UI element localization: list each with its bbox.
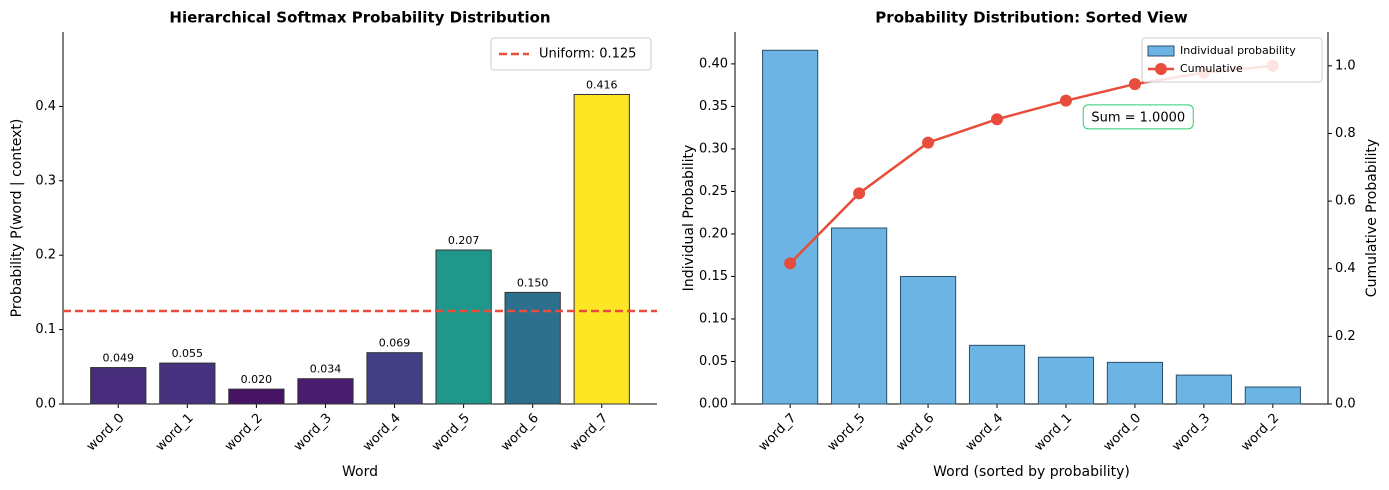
x-tick-label: word_7 — [756, 411, 800, 455]
bar — [1106, 361, 1164, 405]
x-tick-label: word_1 — [1032, 411, 1076, 455]
x-tick-label: word_0 — [84, 411, 128, 455]
y-tick-label: 0.00 — [699, 397, 728, 412]
y-axis-label: Probability P(word | context) — [9, 119, 25, 318]
legend-box — [1141, 37, 1323, 83]
y-tick-label: 0.10 — [699, 311, 728, 326]
legend-swatch — [1155, 63, 1167, 75]
y-tick-label: 0.2 — [35, 248, 56, 263]
bar — [968, 344, 1026, 405]
y-tick-label: 0.4 — [35, 99, 56, 114]
chart-title: Hierarchical Softmax Probability Distrib… — [169, 9, 550, 27]
bar — [90, 367, 147, 405]
point — [1059, 94, 1072, 107]
chart-title: Probability Distribution: Sorted View — [875, 9, 1188, 27]
chart: Probability Distribution: Sorted View 0.0… — [681, 9, 1380, 481]
bar — [159, 362, 216, 405]
x-axis-label: Word — [342, 464, 378, 480]
y2-tick-label: 0.4 — [1335, 261, 1356, 276]
y-tick-label: 0.40 — [699, 56, 728, 71]
x-tick-label: word_5 — [825, 411, 869, 455]
value-label: 0.150 — [517, 276, 549, 289]
point — [1128, 78, 1141, 91]
x-tick-label: word_1 — [153, 411, 197, 455]
x-tick-label: word_0 — [1101, 411, 1145, 455]
bar — [504, 291, 561, 405]
y2-tick-label: 0.8 — [1335, 126, 1356, 141]
bar — [899, 275, 957, 405]
legend-label: Uniform: 0.125 — [539, 47, 636, 62]
x-tick-label: word_3 — [1170, 411, 1214, 455]
y2-axis-label: Cumulative Probability — [1364, 139, 1380, 297]
x-tick-label: word_3 — [291, 411, 335, 455]
y-tick-label: 0.1 — [35, 322, 56, 337]
point — [991, 113, 1004, 126]
x-tick-label: word_6 — [498, 411, 542, 455]
value-label: 0.034 — [310, 363, 342, 376]
bar — [435, 249, 492, 405]
x-tick-label: word_7 — [567, 411, 611, 455]
y-tick-label: 0.05 — [699, 354, 728, 369]
chart: Hierarchical Softmax Probability Distrib… — [9, 9, 657, 480]
y2-tick-label: 0.6 — [1335, 194, 1356, 209]
value-label: 0.069 — [379, 337, 411, 350]
legend-swatch — [1147, 45, 1175, 57]
legend-label: Individual probability — [1180, 44, 1296, 57]
value-label: 0.055 — [172, 347, 204, 360]
y-tick-label: 0.15 — [699, 269, 728, 284]
annotation: Sum = 1.0000 — [1091, 110, 1185, 125]
y-tick-label: 0.20 — [699, 226, 728, 241]
x-axis-label: Word (sorted by probability) — [933, 464, 1130, 480]
x-tick-label: word_5 — [429, 411, 473, 455]
bar — [1244, 386, 1301, 405]
x-tick-label: word_2 — [222, 411, 266, 455]
y2-tick-label: 0.0 — [1335, 397, 1356, 412]
y2-tick-label: 0.2 — [1335, 329, 1356, 344]
bar — [762, 49, 819, 405]
point — [784, 257, 797, 270]
bar — [1175, 374, 1232, 405]
point — [853, 187, 866, 200]
x-tick-label: word_6 — [894, 411, 938, 455]
value-label: 0.020 — [241, 373, 273, 386]
bar — [573, 93, 630, 405]
bar — [366, 352, 423, 405]
y-tick-label: 0.3 — [35, 173, 56, 188]
legend-box — [490, 37, 652, 71]
y-tick-label: 0.30 — [699, 141, 728, 156]
annotation-box — [1082, 104, 1194, 130]
bar — [831, 227, 888, 405]
y-tick-label: 0.35 — [699, 99, 728, 114]
x-tick-label: word_4 — [963, 411, 1007, 455]
bar — [297, 378, 354, 405]
x-tick-label: word_4 — [360, 411, 404, 455]
point — [922, 136, 935, 149]
value-label: 0.207 — [448, 234, 480, 247]
y-tick-label: 0.0 — [35, 397, 56, 412]
y-tick-label: 0.25 — [699, 184, 728, 199]
bar — [228, 388, 285, 405]
y2-tick-label: 1.0 — [1335, 58, 1356, 73]
bar — [1037, 356, 1095, 405]
y-axis-label: Individual Probability — [681, 145, 697, 292]
legend-label: Cumulative — [1180, 62, 1243, 75]
value-label: 0.049 — [103, 352, 135, 365]
value-label: 0.416 — [586, 78, 618, 91]
x-tick-label: word_2 — [1238, 411, 1282, 455]
